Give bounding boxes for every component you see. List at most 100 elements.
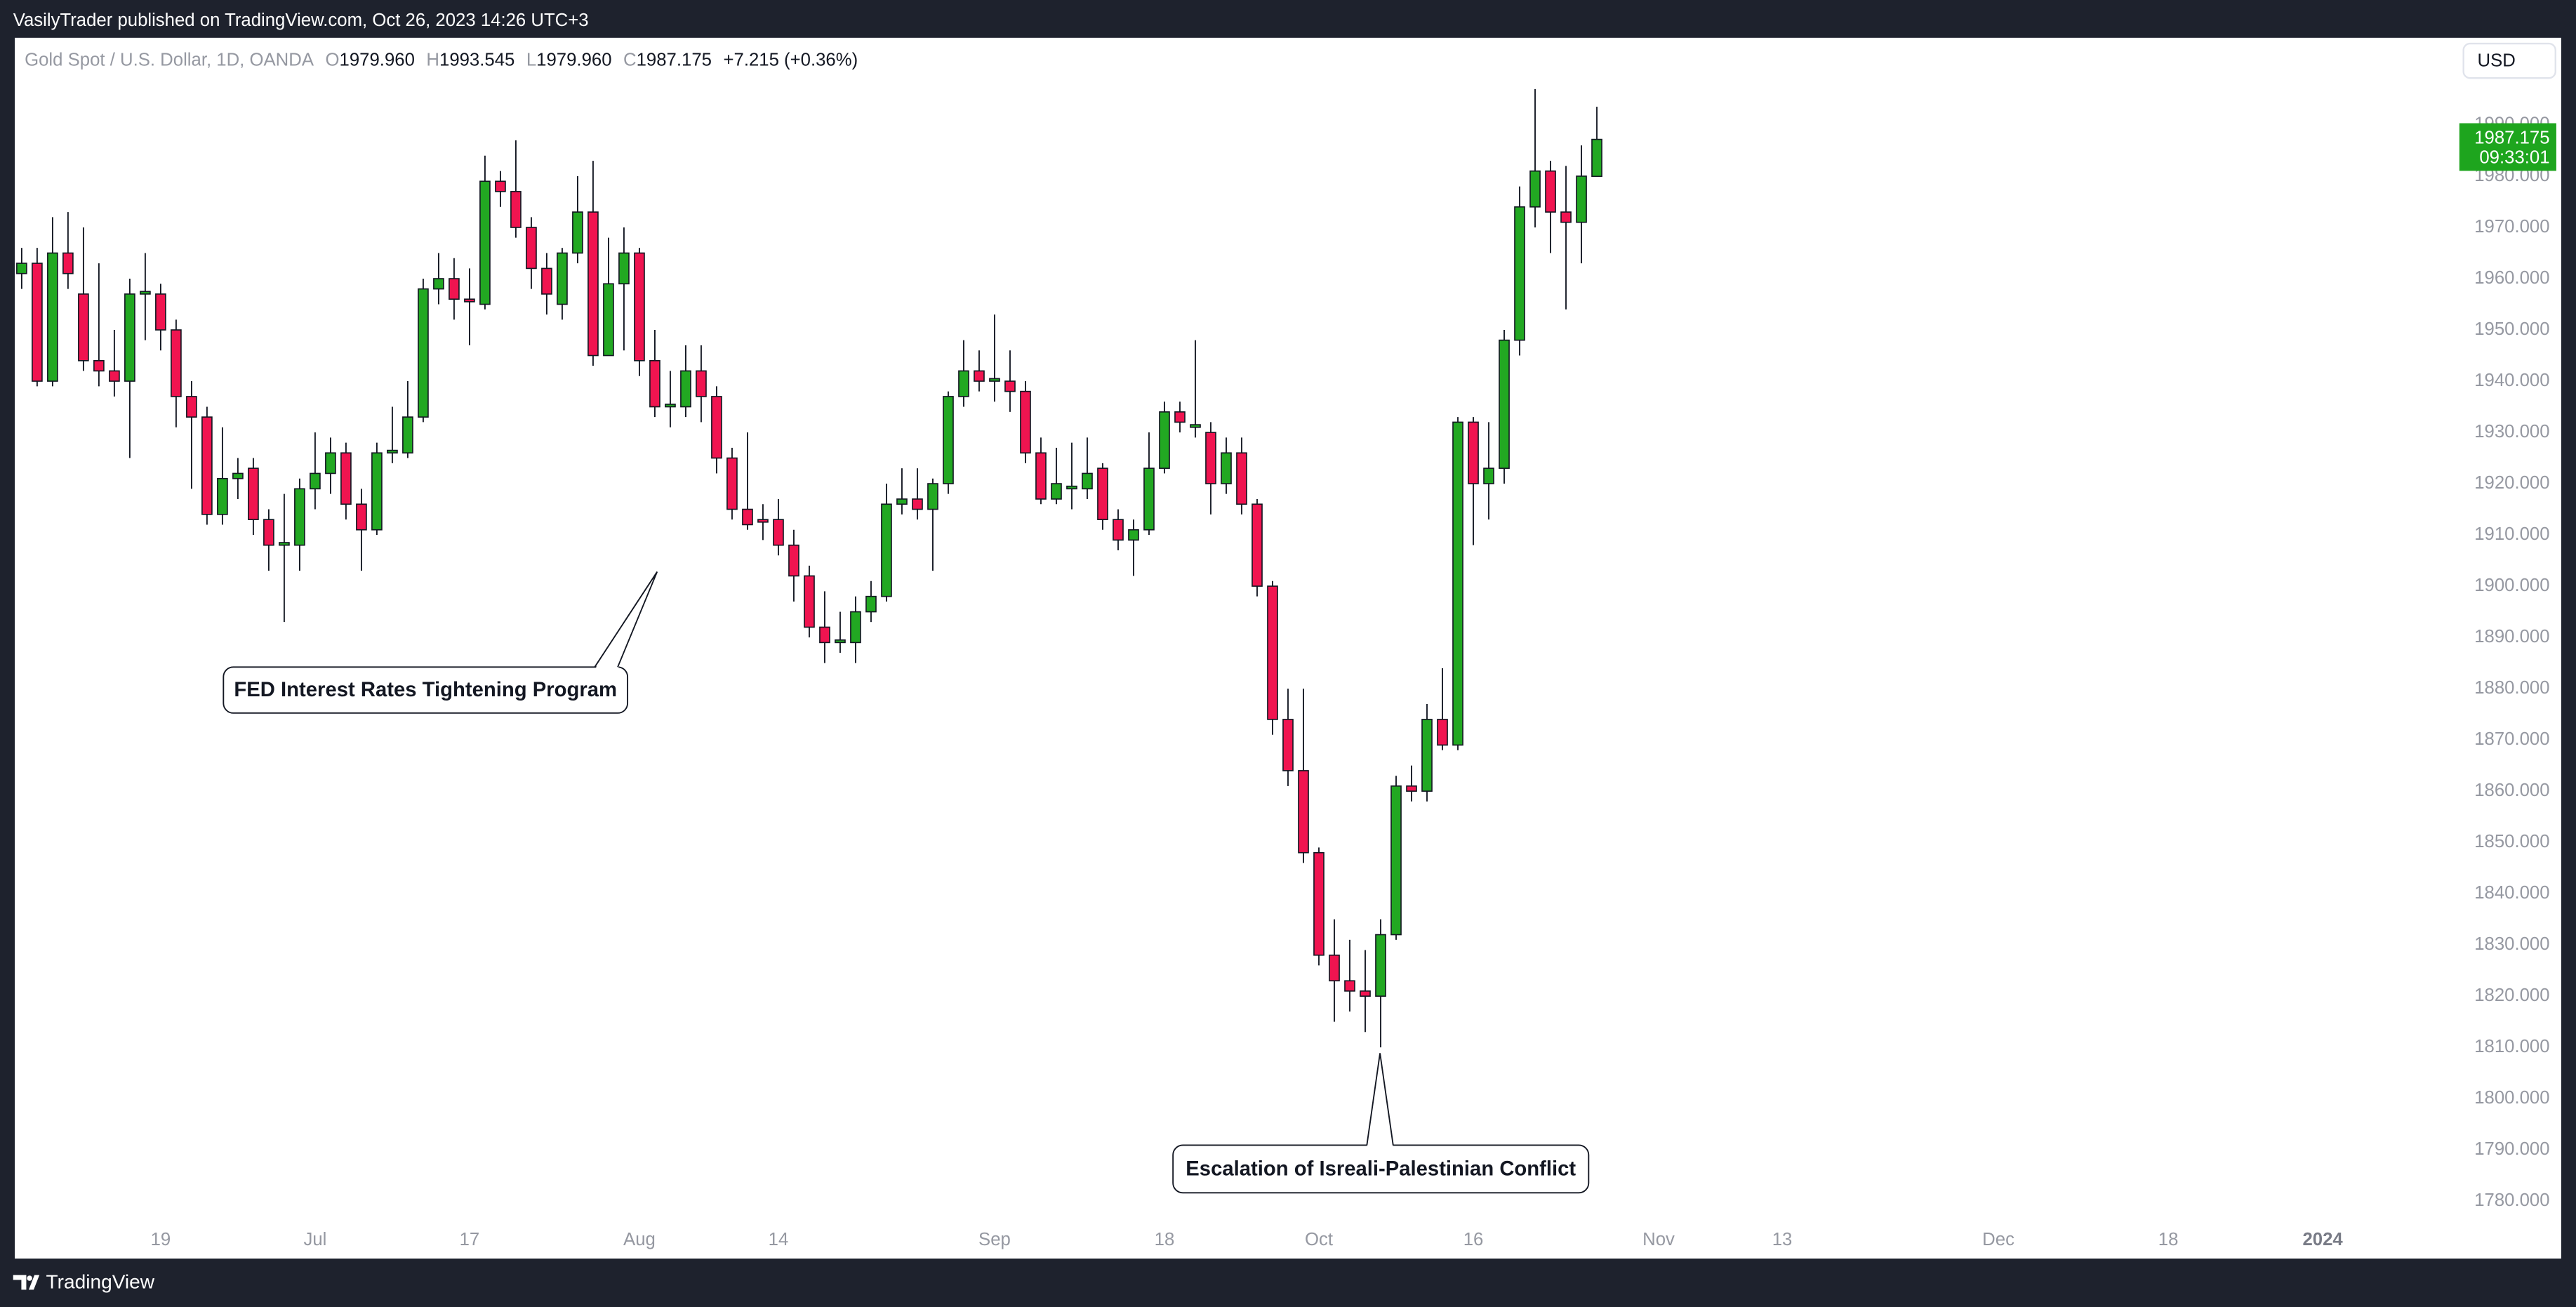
candle <box>1236 437 1247 515</box>
candle-body <box>1128 529 1139 541</box>
candle-body <box>217 477 228 515</box>
currency-button[interactable] <box>2462 42 2556 79</box>
candle-body <box>279 542 290 546</box>
annotation-fed: FED Interest Rates Tightening Program <box>223 571 658 714</box>
candle <box>865 580 877 623</box>
candle <box>927 478 938 571</box>
candle-body <box>1113 519 1124 541</box>
footer-text: TradingView <box>46 1270 155 1292</box>
candle <box>1468 417 1479 545</box>
candle-body <box>109 370 120 382</box>
candle <box>1421 703 1433 802</box>
candle <box>603 237 614 357</box>
candle-body <box>1282 719 1294 771</box>
y-tick-label: 1840.000 <box>2474 883 2549 903</box>
y-tick-label: 1970.000 <box>2474 217 2549 237</box>
candle-body <box>1221 452 1232 484</box>
x-tick-label: Sep <box>978 1230 1011 1249</box>
candle <box>279 493 290 623</box>
candle-body <box>1406 785 1417 792</box>
candle <box>171 319 182 427</box>
legend-value: 1979.960 <box>340 50 415 69</box>
y-tick-label: 1950.000 <box>2474 319 2549 339</box>
callout-pointer <box>594 571 658 668</box>
candle <box>140 253 151 340</box>
candle <box>1205 422 1216 515</box>
legend-label: C <box>623 50 637 69</box>
candle <box>1020 381 1031 463</box>
candle <box>1097 463 1108 530</box>
candle <box>186 381 197 489</box>
candle-body <box>78 293 89 361</box>
candle <box>1282 689 1294 786</box>
candle-body <box>974 370 985 382</box>
candle-body <box>788 544 799 577</box>
candle-body <box>881 503 892 597</box>
candle-body <box>572 211 583 254</box>
candle-body <box>958 370 969 397</box>
header-text: VasilyTrader published on TradingView.co… <box>13 11 589 30</box>
candle-body <box>418 288 429 418</box>
candle <box>1390 776 1402 940</box>
candle <box>47 217 58 387</box>
candle <box>1128 519 1139 576</box>
callout-box <box>223 666 629 714</box>
candle <box>1514 186 1525 356</box>
candle <box>402 381 413 458</box>
candle-body <box>603 283 614 357</box>
candle-body <box>32 263 43 382</box>
candle <box>109 330 120 397</box>
candle-body <box>433 278 444 290</box>
candle <box>912 468 923 520</box>
candle <box>433 253 444 305</box>
candle <box>819 591 830 663</box>
candle-body <box>62 252 74 274</box>
candle-body <box>742 508 753 526</box>
candle-body <box>479 180 491 305</box>
candle-body <box>1344 980 1355 992</box>
candle <box>896 468 908 515</box>
y-tick-label: 1800.000 <box>2474 1088 2549 1108</box>
candle-body <box>1298 770 1309 854</box>
candle-body <box>1004 380 1016 392</box>
candle-body <box>989 378 1000 382</box>
annotation-text: Escalation of Isreali-Palestinian Confli… <box>1186 1157 1576 1180</box>
candle-body <box>819 626 830 644</box>
candle-body <box>1066 485 1077 490</box>
candle-body <box>1421 719 1433 792</box>
candle-body <box>294 488 305 546</box>
candle <box>418 278 429 423</box>
candle-body <box>726 457 738 510</box>
candle-body <box>943 396 954 484</box>
y-tick-label: 1880.000 <box>2474 678 2549 698</box>
candle <box>649 330 660 418</box>
candle-body <box>155 293 166 331</box>
candle <box>711 386 722 474</box>
candle <box>201 406 213 525</box>
chart-area <box>15 37 2561 1259</box>
candle <box>680 345 691 418</box>
candle <box>773 498 784 556</box>
candle-body <box>1205 432 1216 484</box>
candle <box>1051 447 1062 505</box>
candle <box>1159 402 1170 474</box>
candle-body <box>232 472 244 479</box>
candle-body <box>1236 452 1247 505</box>
candle <box>541 253 552 315</box>
candle-body <box>201 416 213 515</box>
candle <box>1375 919 1386 1048</box>
candle <box>1344 939 1355 1012</box>
candle-body <box>1190 424 1201 428</box>
y-tick-label: 1900.000 <box>2474 576 2549 595</box>
candle <box>1483 422 1494 520</box>
candle <box>943 391 954 494</box>
candle-body <box>449 278 460 300</box>
candle-body <box>1499 339 1510 469</box>
candle-body <box>526 227 537 270</box>
candle <box>371 442 383 536</box>
candle <box>217 427 228 525</box>
chart-title: Gold Spot / U.S. Dollar, 1D, OANDA <box>25 50 314 69</box>
y-tick-label: 1940.000 <box>2474 371 2549 390</box>
candle <box>294 478 305 571</box>
candle-body <box>1143 467 1155 531</box>
